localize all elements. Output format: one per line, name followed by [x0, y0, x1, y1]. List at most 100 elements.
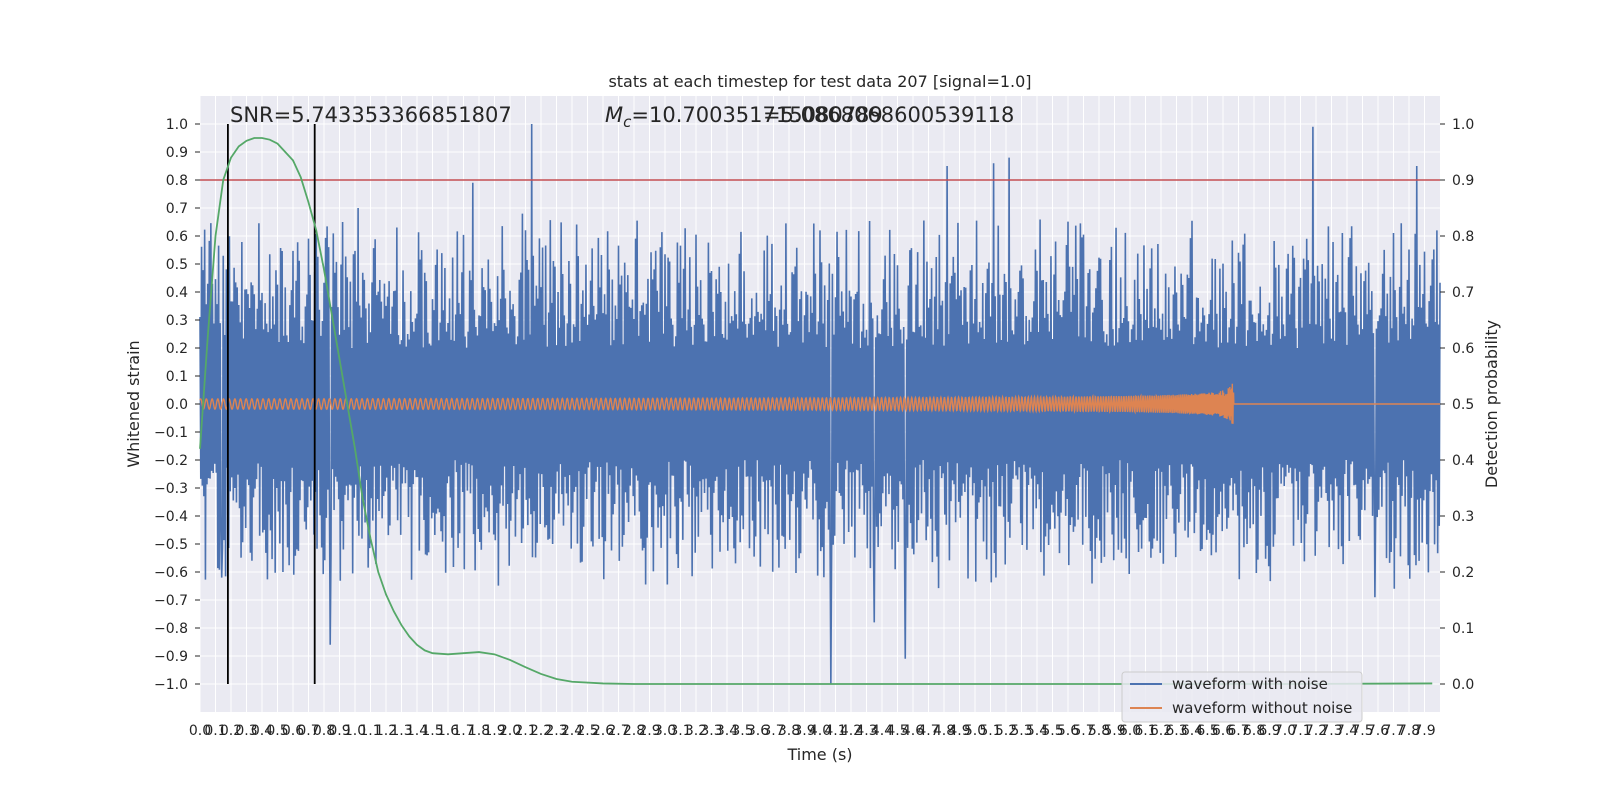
x-tick-label: 2.6 — [592, 723, 614, 739]
x-tick-label: 2.5 — [576, 723, 598, 739]
x-tick-label: 4.2 — [840, 723, 862, 739]
x-tick-label: 7.9 — [1413, 723, 1435, 739]
x-tick-label: 7.6 — [1367, 723, 1389, 739]
y-left-tick-label: 0.8 — [166, 173, 188, 189]
y-left-ticks: 1.0 0.9 0.8 0.7 0.6 0.5 0.4 0.3 0.2 0.1 0.0 −0.1 −0.… — [154, 117, 200, 693]
x-tick-label: 0.2 — [220, 723, 242, 739]
x-tick-label: 1.7 — [452, 723, 474, 739]
x-tick-label: 7.7 — [1382, 723, 1404, 739]
x-tick-label: 7.5 — [1351, 723, 1373, 739]
overlap-annotation: =5.0868068600539118 — [763, 103, 1014, 127]
y-left-tick-label: 0.2 — [166, 341, 188, 357]
x-tick-label: 0.6 — [282, 723, 304, 739]
y-left-tick-label: 0.0 — [166, 397, 188, 413]
y-right-tick-label: 0.8 — [1452, 229, 1474, 245]
x-tick-label: 5.6 — [1057, 723, 1079, 739]
x-tick-label: 7.4 — [1336, 723, 1358, 739]
plot-area — [199, 123, 1441, 685]
series-waveform-without-noise — [199, 383, 1440, 424]
x-tick-label: 7.2 — [1305, 723, 1327, 739]
x-tick-label: 6.3 — [1165, 723, 1187, 739]
x-tick-label: 3.8 — [778, 723, 800, 739]
x-tick-label: 0.4 — [251, 723, 273, 739]
x-tick-label: 2.2 — [530, 723, 552, 739]
x-tick-label: 1.5 — [421, 723, 443, 739]
x-tick-label: 5.5 — [1041, 723, 1063, 739]
y-left-tick-label: −0.3 — [154, 481, 188, 497]
x-tick-label: 1.3 — [390, 723, 412, 739]
x-tick-label: 5.2 — [995, 723, 1017, 739]
snr-annotation: SNR=5.743353366851807 — [230, 103, 512, 127]
y-right-tick-label: 0.9 — [1452, 173, 1474, 189]
x-tick-label: 3.1 — [669, 723, 691, 739]
x-tick-label: 5.0 — [964, 723, 986, 739]
y-right-tick-label: 0.1 — [1452, 621, 1474, 637]
y-left-tick-label: −0.4 — [154, 509, 188, 525]
y-left-tick-label: 1.0 — [166, 117, 188, 133]
x-tick-label: 0.3 — [235, 723, 257, 739]
x-tick-label: 0.7 — [297, 723, 319, 739]
x-tick-label: 4.5 — [886, 723, 908, 739]
x-tick-label: 7.0 — [1274, 723, 1296, 739]
x-tick-label: 0.1 — [204, 723, 226, 739]
x-tick-label: 4.9 — [948, 723, 970, 739]
x-tick-label: 1.9 — [483, 723, 505, 739]
y-right-tick-label: 0.2 — [1452, 565, 1474, 581]
x-tick-label: 5.8 — [1088, 723, 1110, 739]
x-tick-label: 6.2 — [1150, 723, 1172, 739]
x-tick-label: 6.9 — [1258, 723, 1280, 739]
x-tick-label: 4.6 — [902, 723, 924, 739]
x-tick-label: 1.6 — [437, 723, 459, 739]
x-tick-label: 1.2 — [375, 723, 397, 739]
x-tick-label: 3.4 — [716, 723, 738, 739]
y-left-tick-label: 0.5 — [166, 257, 188, 273]
y-left-tick-label: 0.7 — [166, 201, 188, 217]
x-tick-label: 0.0 — [189, 723, 211, 739]
x-tick-label: 7.8 — [1398, 723, 1420, 739]
y-left-tick-label: 0.9 — [166, 145, 188, 161]
x-tick-label: 5.3 — [1010, 723, 1032, 739]
x-tick-label: 6.6 — [1212, 723, 1234, 739]
x-tick-label: 5.4 — [1026, 723, 1048, 739]
y-left-tick-label: −0.1 — [154, 425, 188, 441]
x-tick-label: 2.7 — [607, 723, 629, 739]
x-tick-label: 6.4 — [1181, 723, 1203, 739]
x-tick-label: 3.3 — [700, 723, 722, 739]
series-waveform-with-noise — [199, 123, 1441, 685]
chart-title: stats at each timestep for test data 207… — [608, 72, 1031, 91]
legend-label-noise: waveform with noise — [1172, 675, 1328, 693]
x-tick-label: 1.1 — [359, 723, 381, 739]
x-tick-label: 2.8 — [623, 723, 645, 739]
x-tick-label: 5.9 — [1103, 723, 1125, 739]
y-right-tick-label: 0.5 — [1452, 397, 1474, 413]
y-left-tick-label: −0.8 — [154, 621, 188, 637]
x-tick-label: 0.5 — [266, 723, 288, 739]
y-right-tick-label: 0.3 — [1452, 509, 1474, 525]
x-tick-label: 6.5 — [1196, 723, 1218, 739]
y-left-tick-label: 0.3 — [166, 313, 188, 329]
y-right-ticks: 1.0 0.9 0.8 0.7 0.6 0.5 0.4 0.3 0.2 0.1 0.0 — [1440, 117, 1474, 693]
y-right-tick-label: 1.0 — [1452, 117, 1474, 133]
x-tick-label: 6.8 — [1243, 723, 1265, 739]
x-tick-label: 4.8 — [933, 723, 955, 739]
x-tick-label: 2.0 — [499, 723, 521, 739]
x-tick-label: 4.1 — [824, 723, 846, 739]
x-tick-label: 3.6 — [747, 723, 769, 739]
y-left-tick-label: 0.6 — [166, 229, 188, 245]
x-tick-label: 2.3 — [545, 723, 567, 739]
y-left-tick-label: −0.7 — [154, 593, 188, 609]
y-left-tick-label: 0.4 — [166, 285, 188, 301]
series-detection-probability — [199, 137, 1433, 685]
x-tick-label: 4.7 — [917, 723, 939, 739]
y-left-tick-label: −0.5 — [154, 537, 188, 553]
y-right-tick-label: 0.4 — [1452, 453, 1474, 469]
x-tick-label: 4.0 — [809, 723, 831, 739]
y-left-tick-label: 0.1 — [166, 369, 188, 385]
x-tick-label: 0.8 — [313, 723, 335, 739]
y-left-tick-label: −1.0 — [154, 677, 188, 693]
legend-label-clean: waveform without noise — [1172, 699, 1352, 717]
x-axis-label: Time (s) — [786, 745, 852, 764]
x-tick-label: 1.0 — [344, 723, 366, 739]
x-tick-label: 1.4 — [406, 723, 428, 739]
x-tick-label: 0.9 — [328, 723, 350, 739]
